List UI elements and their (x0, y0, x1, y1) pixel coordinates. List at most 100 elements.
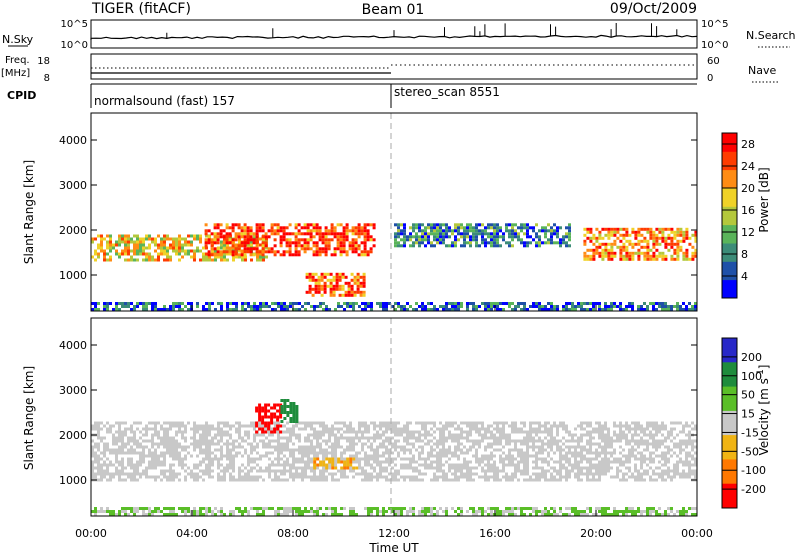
heatmap-cell (694, 239, 698, 243)
heatmap-cell (252, 247, 256, 251)
heatmap-cell (628, 457, 631, 461)
heatmap-cell (625, 230, 629, 234)
heatmap-cell (454, 454, 457, 458)
heatmap-cell (247, 454, 250, 458)
heatmap-cell (154, 457, 157, 461)
heatmap-cell (526, 507, 529, 510)
heatmap-cell (294, 241, 298, 245)
heatmap-cell (157, 255, 160, 259)
heatmap-cell (130, 237, 133, 241)
heatmap-cell (607, 442, 610, 446)
heatmap-cell (433, 226, 436, 230)
heatmap-cell (265, 427, 268, 431)
heatmap-cell (628, 427, 631, 431)
heatmap-cell (517, 469, 520, 473)
heatmap-cell (94, 252, 97, 256)
heatmap-cell (421, 457, 424, 461)
heatmap-cell (208, 472, 211, 476)
heatmap-cell (306, 226, 310, 230)
heatmap-cell (469, 223, 472, 227)
heatmap-cell (472, 454, 475, 458)
heatmap-cell (553, 305, 556, 308)
heatmap-cell (559, 421, 562, 425)
heatmap-cell (577, 466, 580, 470)
heatmap-cell (103, 445, 106, 449)
heatmap-cell (514, 305, 517, 308)
heatmap-cell (325, 454, 328, 458)
heatmap-cell (520, 457, 523, 461)
heatmap-cell (388, 448, 391, 452)
heatmap-cell (211, 513, 214, 516)
heatmap-cell (292, 454, 295, 458)
heatmap-cell (172, 469, 175, 473)
heatmap-cell (357, 223, 361, 227)
heatmap-cell (175, 475, 178, 479)
heatmap-cell (493, 226, 496, 230)
heatmap-cell (91, 448, 94, 452)
heatmap-cell (466, 223, 469, 227)
heatmap-cell (436, 454, 439, 458)
heatmap-cell (385, 430, 388, 434)
heatmap-cell (568, 244, 571, 248)
heatmap-cell (322, 427, 325, 431)
heatmap-cell (270, 421, 274, 425)
heatmap-cell (484, 229, 487, 233)
heatmap-cell (535, 223, 538, 227)
heatmap-cell (553, 451, 556, 455)
heatmap-cell (373, 475, 376, 479)
heatmap-cell (325, 466, 329, 470)
heatmap-cell (535, 475, 538, 479)
heatmap-cell (216, 250, 220, 254)
heatmap-cell (652, 457, 655, 461)
heatmap-cell (508, 241, 511, 245)
cpid-segment-2: stereo_scan 8551 (394, 85, 500, 99)
heatmap-cell (547, 513, 550, 516)
heatmap-cell (307, 460, 310, 464)
heatmap-cell (409, 466, 412, 470)
heatmap-cell (292, 466, 295, 470)
heatmap-cell (628, 448, 631, 452)
heatmap-cell (217, 442, 220, 446)
heatmap-cell (295, 469, 298, 473)
heatmap-cell (256, 433, 259, 437)
heatmap-cell (241, 424, 244, 428)
heatmap-cell (145, 433, 148, 437)
heatmap-cell (166, 249, 169, 253)
heatmap-cell (253, 302, 256, 305)
heatmap-cell (163, 421, 166, 425)
heatmap-cell (634, 469, 637, 473)
heatmap-cell (205, 252, 208, 256)
heatmap-cell (373, 469, 376, 473)
heatmap-cell (679, 233, 683, 237)
heatmap-cell (526, 448, 529, 452)
heatmap-cell (181, 445, 184, 449)
heatmap-cell (484, 433, 487, 437)
heatmap-cell (364, 442, 367, 446)
heatmap-cell (550, 235, 553, 239)
heatmap-cell (208, 510, 211, 513)
heatmap-cell (442, 475, 445, 479)
heatmap-cell (187, 472, 190, 476)
heatmap-cell (589, 451, 592, 455)
heatmap-cell (154, 305, 157, 308)
heatmap-cell (289, 408, 293, 411)
heatmap-cell (691, 469, 694, 473)
heatmap-cell (403, 475, 406, 479)
heatmap-cell (469, 478, 472, 482)
heatmap-cell (604, 448, 607, 452)
heatmap-cell (466, 302, 469, 305)
heatmap-cell (286, 457, 289, 461)
heatmap-cell (277, 439, 280, 443)
heatmap-cell (610, 230, 614, 234)
heatmap-cell (637, 433, 640, 437)
heatmap-cell (499, 454, 502, 458)
heatmap-cell (391, 510, 394, 513)
heatmap-cell (397, 430, 400, 434)
heatmap-cell (475, 424, 478, 428)
heatmap-cell (298, 472, 301, 476)
heatmap-cell (109, 463, 112, 467)
heatmap-cell (427, 507, 430, 510)
heatmap-cell (685, 421, 688, 425)
heatmap-cell (511, 238, 514, 242)
